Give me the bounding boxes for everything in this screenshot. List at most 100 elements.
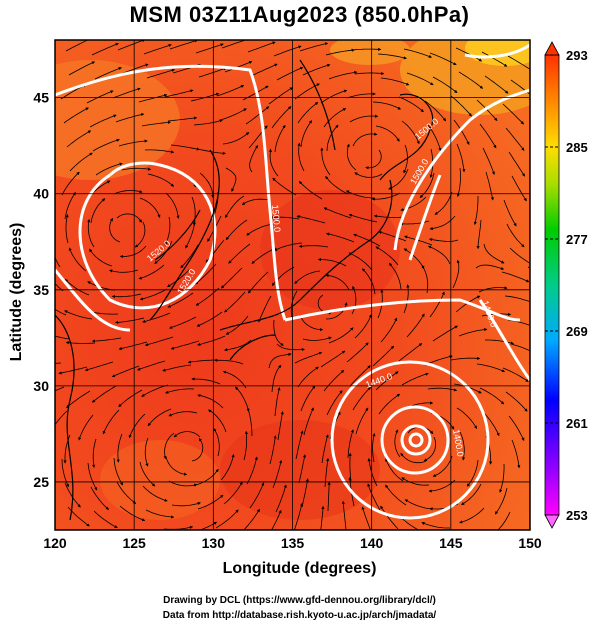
x-tick-labels: 120 125 130 135 140 145 150 <box>43 535 542 551</box>
streamline <box>224 339 252 352</box>
streamline <box>452 259 460 289</box>
streamline <box>327 481 331 512</box>
streamline <box>116 481 137 504</box>
streamline <box>68 247 87 272</box>
streamline <box>380 77 410 86</box>
streamline <box>144 437 149 467</box>
streamline <box>55 335 70 340</box>
streamline <box>197 335 226 346</box>
streamline <box>86 535 112 547</box>
streamline <box>325 302 348 320</box>
streamline <box>372 101 402 110</box>
streamline <box>144 149 175 154</box>
streamline <box>351 285 357 315</box>
streamline <box>196 311 223 327</box>
streamline <box>92 138 120 152</box>
streamline <box>268 148 279 177</box>
streamline <box>247 271 269 294</box>
y-tick-label: 35 <box>33 282 49 298</box>
streamline <box>505 127 525 151</box>
streamline <box>119 505 146 522</box>
streamline <box>385 458 404 482</box>
streamline <box>372 432 376 463</box>
streamline <box>375 125 400 142</box>
streamline <box>64 482 81 508</box>
credit-line-data: Data from http://database.rish.kyoto-u.a… <box>162 610 437 621</box>
streamline <box>348 252 373 271</box>
streamline <box>299 314 324 332</box>
streamline <box>434 191 453 215</box>
streamline <box>482 147 495 176</box>
streamline <box>429 291 445 318</box>
streamline <box>398 96 424 113</box>
streamline <box>494 487 508 515</box>
streamline <box>295 430 304 460</box>
streamline <box>165 192 180 219</box>
streamline <box>297 142 305 172</box>
streamline <box>508 415 525 441</box>
streamline <box>421 522 450 529</box>
streamline <box>300 385 316 412</box>
streamline <box>428 238 459 242</box>
streamline <box>168 480 198 487</box>
streamline <box>320 350 346 368</box>
streamline <box>55 410 68 426</box>
streamline <box>224 61 253 73</box>
streamline <box>61 458 69 488</box>
streamline <box>483 243 505 264</box>
streamline <box>138 264 165 280</box>
streamline <box>450 356 481 361</box>
streamline <box>86 90 114 104</box>
colorbar-bottom-arrow <box>544 514 560 529</box>
streamline <box>429 52 457 66</box>
streamline <box>346 92 376 99</box>
streamline <box>403 48 432 58</box>
streamline <box>404 499 433 510</box>
streamline <box>271 106 292 129</box>
y-tick-label: 30 <box>33 378 49 394</box>
streamline <box>163 432 175 460</box>
streamline <box>269 215 300 220</box>
streamline <box>354 314 372 339</box>
streamline <box>216 85 245 97</box>
streamline <box>269 435 277 465</box>
streamline <box>297 101 319 124</box>
streamline <box>432 76 458 94</box>
streamline <box>273 242 303 251</box>
streamline <box>298 244 329 248</box>
streamline <box>428 479 456 493</box>
streamline <box>399 516 420 530</box>
streamline <box>453 119 470 145</box>
streamline <box>348 213 378 223</box>
streamline <box>323 207 352 219</box>
streamline <box>476 219 482 250</box>
streamline <box>170 340 200 350</box>
streamline <box>241 198 271 205</box>
streamline <box>272 177 297 196</box>
streamline <box>116 433 123 463</box>
streamline <box>362 268 376 295</box>
streamline <box>173 431 201 438</box>
streamline <box>317 257 347 267</box>
streamline <box>164 216 171 246</box>
x-tick-label: 120 <box>43 535 67 551</box>
streamline <box>139 461 156 487</box>
streamline <box>497 511 511 530</box>
streamline <box>388 262 402 290</box>
streamline <box>91 385 117 403</box>
streamline <box>92 438 97 469</box>
streamline <box>326 124 339 152</box>
streamline <box>141 120 172 127</box>
streamline <box>421 264 429 294</box>
streamline <box>197 494 224 510</box>
streamline <box>325 48 355 56</box>
streamline <box>403 248 425 270</box>
x-tick-label: 135 <box>281 535 305 551</box>
streamline <box>197 394 224 409</box>
streamline <box>143 43 172 55</box>
streamline <box>194 468 219 486</box>
streamline <box>121 167 152 171</box>
streamline <box>419 172 435 198</box>
streamline <box>273 319 284 346</box>
